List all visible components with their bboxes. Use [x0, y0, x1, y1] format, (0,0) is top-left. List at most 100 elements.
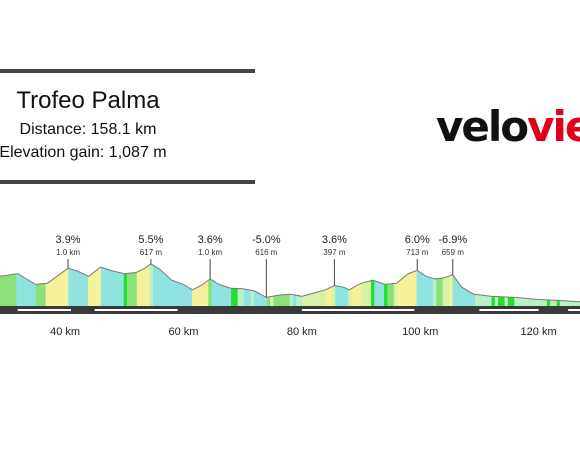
- profile-segment: [501, 263, 506, 306]
- route-axis-bar: [0, 306, 580, 314]
- top-divider: [0, 69, 255, 73]
- profile-segment: [364, 263, 369, 306]
- x-axis-ticks: 40 km 60 km 80 km 100 km 120 km: [50, 326, 556, 338]
- profile-segment: [205, 263, 209, 306]
- profile-segment: [270, 263, 275, 306]
- profile-segment: [159, 263, 164, 306]
- profile-segment: [29, 263, 34, 306]
- climb-length-label: 1.0 km: [198, 248, 222, 257]
- profile-segment: [42, 263, 47, 306]
- profile-segment: [556, 263, 561, 306]
- profile-segment: [110, 263, 115, 306]
- profile-segment: [390, 263, 395, 306]
- profile-segment: [276, 263, 281, 306]
- profile-segment: [0, 263, 4, 306]
- profile-segment: [9, 263, 14, 306]
- profile-segment: [13, 263, 17, 306]
- profile-segment: [413, 263, 418, 306]
- profile-segment: [94, 263, 99, 306]
- profile-segment: [211, 263, 216, 306]
- climb-length-label: 1.0 km: [56, 248, 80, 257]
- elevation-profile-chart: 3.9% 1.0 km 5.5% 617 m 3.6% 1.0 km -5.0% 616 m 3…: [0, 234, 580, 338]
- profile-segment: [32, 263, 37, 306]
- profile-segment: [410, 263, 414, 306]
- profile-segment: [426, 263, 431, 306]
- veloviewer-logo[interactable]: veloview: [436, 102, 580, 152]
- profile-segment: [81, 263, 86, 306]
- profile-segment: [139, 263, 144, 306]
- climb-markers: 3.9% 1.0 km 5.5% 617 m 3.6% 1.0 km -5.0% 616 m 3…: [56, 234, 467, 298]
- climb-gradient-label: -6.9%: [438, 234, 467, 246]
- race-distance: Distance: 158.1 km: [19, 121, 157, 138]
- profile-segment: [273, 263, 278, 306]
- profile-segment: [123, 263, 128, 306]
- profile-segment: [491, 263, 496, 306]
- profile-segment: [488, 263, 493, 306]
- climb-gradient-label: 3.9%: [56, 234, 81, 246]
- profile-segment: [397, 263, 401, 306]
- profile-segment: [449, 263, 454, 306]
- climb-gradient-label: 3.6%: [322, 234, 347, 246]
- profile-segment: [432, 263, 437, 306]
- profile-segment: [22, 263, 27, 306]
- profile-segment: [572, 263, 577, 306]
- profile-segment: [511, 263, 515, 306]
- profile-segment: [546, 263, 551, 306]
- profile-segment: [52, 263, 56, 306]
- profile-segment: [299, 263, 304, 306]
- profile-segment: [494, 263, 499, 306]
- profile-segment: [74, 263, 79, 306]
- profile-segment: [387, 263, 392, 306]
- profile-segment: [201, 263, 206, 306]
- profile-segment: [380, 263, 385, 306]
- profile-segment: [416, 263, 421, 306]
- climb-length-label: 397 m: [323, 248, 346, 257]
- profile-segment: [6, 263, 11, 306]
- profile-segment: [478, 263, 483, 306]
- logo-text-view: view: [527, 102, 580, 151]
- profile-segment: [481, 263, 486, 306]
- profile-segment: [35, 263, 40, 306]
- profile-segment: [26, 263, 30, 306]
- profile-segment: [361, 263, 366, 306]
- race-elevation-gain: Elevation gain: 1,087 m: [0, 144, 176, 162]
- axis-dash: [479, 309, 539, 311]
- profile-segment: [358, 263, 362, 306]
- profile-segment: [78, 263, 82, 306]
- climb-length-label: 616 m: [255, 248, 278, 257]
- profile-segment: [559, 263, 564, 306]
- profile-segment: [563, 263, 567, 306]
- profile-segment: [514, 263, 519, 306]
- profile-segment: [305, 263, 310, 306]
- profile-segment: [569, 263, 574, 306]
- profile-segment: [19, 263, 24, 306]
- profile-segment: [553, 263, 558, 306]
- profile-segment: [143, 263, 148, 306]
- profile-segment: [117, 263, 122, 306]
- axis-dash: [17, 309, 72, 311]
- profile-segment: [162, 263, 167, 306]
- climb-length-label: 617 m: [140, 248, 163, 257]
- profile-segment: [133, 263, 138, 306]
- x-tick-label: 120 km: [521, 326, 557, 338]
- profile-segment: [442, 263, 447, 306]
- x-tick-label: 60 km: [168, 326, 198, 338]
- profile-segment: [445, 263, 450, 306]
- profile-segment: [485, 263, 489, 306]
- x-tick-label: 100 km: [402, 326, 438, 338]
- profile-segment: [175, 263, 180, 306]
- profile-segment: [87, 263, 92, 306]
- profile-segment: [149, 263, 154, 306]
- profile-segment: [517, 263, 522, 306]
- profile-segment: [289, 263, 294, 306]
- profile-segment: [520, 263, 525, 306]
- profile-segment: [260, 263, 265, 306]
- profile-segment: [498, 263, 502, 306]
- profile-segment: [266, 263, 271, 306]
- profile-segment: [152, 263, 157, 306]
- climb-length-label: 713 m: [406, 248, 429, 257]
- profile-segment: [61, 263, 66, 306]
- profile-fill: [0, 263, 580, 306]
- profile-segment: [107, 263, 112, 306]
- profile-segment: [393, 263, 398, 306]
